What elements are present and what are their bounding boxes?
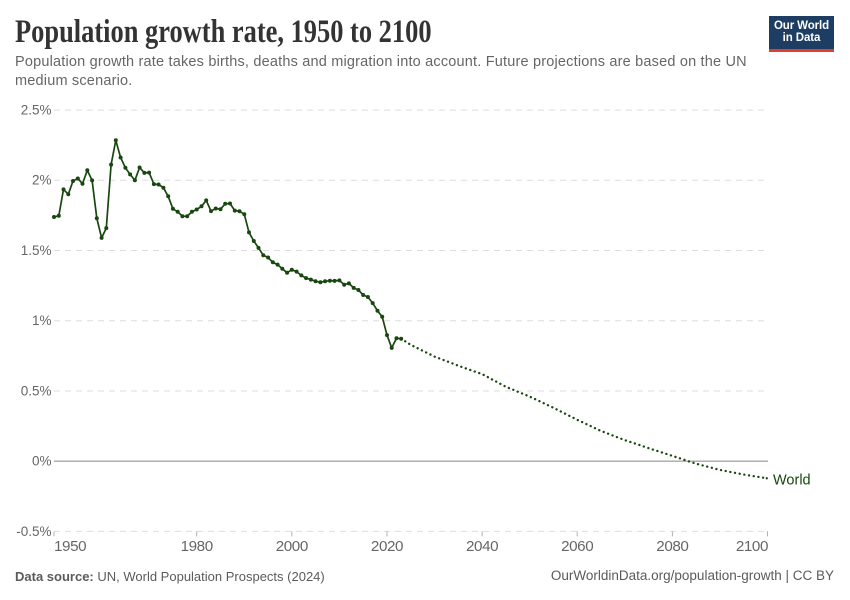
svg-text:1980: 1980 bbox=[181, 538, 213, 555]
svg-text:-0.5%: -0.5% bbox=[16, 524, 51, 539]
svg-text:1%: 1% bbox=[32, 313, 52, 328]
svg-text:1.5%: 1.5% bbox=[21, 243, 52, 258]
svg-text:2040: 2040 bbox=[466, 538, 498, 555]
svg-text:2100: 2100 bbox=[736, 538, 768, 555]
svg-text:1950: 1950 bbox=[54, 538, 86, 555]
svg-text:0%: 0% bbox=[32, 454, 52, 469]
svg-text:World: World bbox=[773, 473, 811, 489]
svg-text:2020: 2020 bbox=[371, 538, 403, 555]
svg-text:0.5%: 0.5% bbox=[21, 383, 52, 398]
svg-text:2%: 2% bbox=[32, 173, 52, 188]
svg-text:2080: 2080 bbox=[656, 538, 688, 555]
svg-text:2060: 2060 bbox=[561, 538, 593, 555]
svg-text:2.5%: 2.5% bbox=[21, 103, 52, 118]
svg-text:2000: 2000 bbox=[276, 538, 308, 555]
